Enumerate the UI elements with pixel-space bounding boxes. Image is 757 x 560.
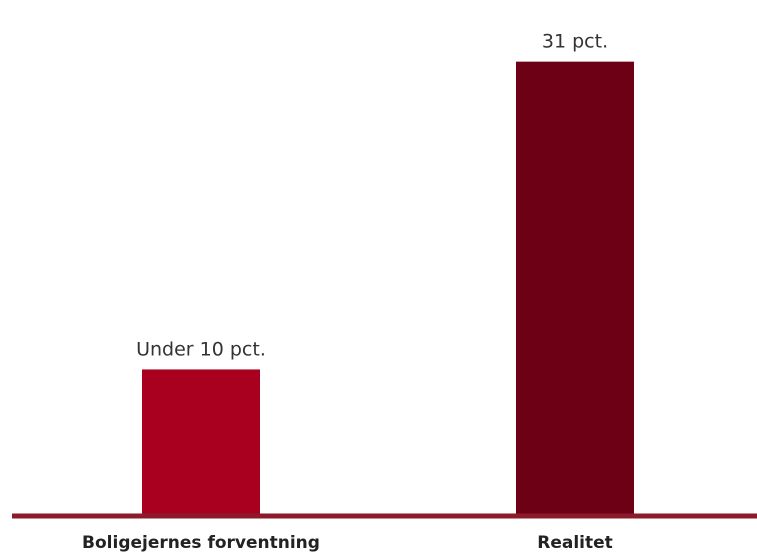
category-label-1: Boligejernes forventning — [82, 533, 320, 553]
bars-group — [142, 61, 634, 516]
category-labels-group: Boligejernes forventning Realitet — [82, 533, 613, 553]
bar-2 — [516, 61, 634, 516]
bar-1 — [142, 369, 260, 516]
data-label-1: Under 10 pct. — [136, 338, 266, 360]
category-label-2: Realitet — [537, 533, 613, 553]
data-label-2: 31 pct. — [542, 31, 608, 53]
data-labels-group: Under 10 pct. 31 pct. — [136, 31, 608, 361]
